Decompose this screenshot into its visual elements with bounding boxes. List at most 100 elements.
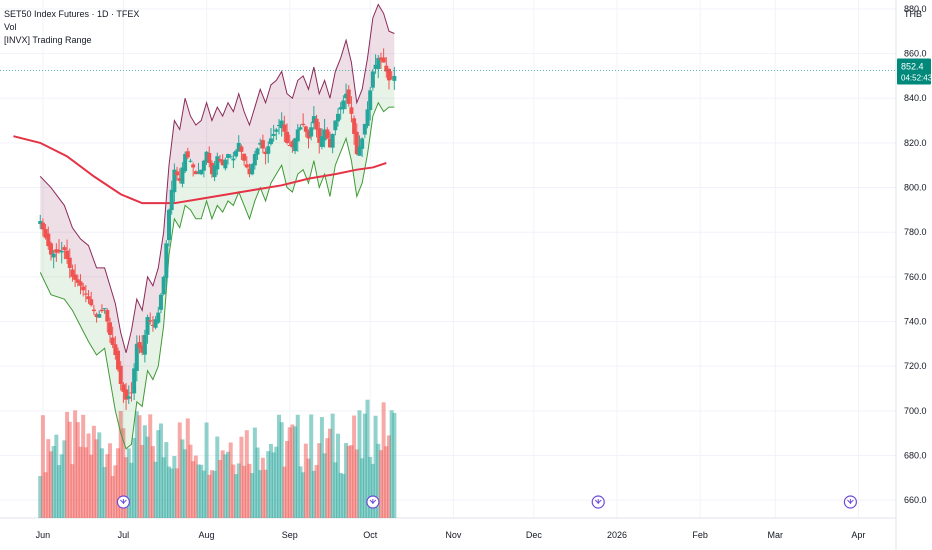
volume-bar xyxy=(188,444,193,518)
volume-bar xyxy=(142,425,147,518)
trading-range-indicator-label[interactable]: [INVX] Trading Range xyxy=(4,35,92,45)
candle-body xyxy=(384,65,389,72)
volume-bar xyxy=(167,466,172,518)
volume-bar xyxy=(325,438,330,518)
event-arrow-icon[interactable] xyxy=(843,495,857,509)
candle-body xyxy=(207,153,212,163)
candle-body xyxy=(83,293,88,295)
volume-bar xyxy=(124,457,129,518)
candle-body xyxy=(191,164,196,168)
volume-bar xyxy=(309,414,314,518)
candle-body xyxy=(57,249,62,252)
candle-body xyxy=(177,178,182,181)
volume-bar xyxy=(268,444,273,518)
volume-bar xyxy=(118,410,123,518)
candle-body xyxy=(105,310,110,322)
volume-bar xyxy=(276,414,281,518)
event-arrow-icon[interactable] xyxy=(366,495,380,509)
candle-body xyxy=(145,317,150,335)
candle-body xyxy=(140,345,145,353)
candle-body xyxy=(142,334,147,355)
candle-body xyxy=(137,342,142,349)
y-tick-label: 660.0 xyxy=(904,495,927,505)
candle-body xyxy=(306,131,311,139)
event-arrow-icon[interactable] xyxy=(116,495,131,509)
candle-body xyxy=(121,384,126,392)
volume-bar xyxy=(373,415,378,518)
x-tick-label: Feb xyxy=(692,530,708,540)
volume-bar xyxy=(357,410,362,518)
volume-bar xyxy=(298,466,303,518)
symbol-title[interactable]: SET50 Index Futures · 1D · TFEX xyxy=(4,9,140,19)
event-arrow-icon[interactable] xyxy=(591,495,605,509)
y-tick-label: 740.0 xyxy=(904,317,927,327)
volume-bar xyxy=(244,430,249,518)
volume-bar xyxy=(368,456,373,518)
volume-bar xyxy=(341,473,346,518)
volume-bar xyxy=(226,451,231,518)
candle-body xyxy=(188,160,193,162)
candle-body xyxy=(43,229,48,238)
volume-bar xyxy=(231,464,236,518)
volume-bar xyxy=(234,474,239,518)
candle-body xyxy=(110,337,115,345)
candle-body xyxy=(132,368,137,394)
candle-body xyxy=(298,127,303,130)
candle-body xyxy=(301,123,306,126)
candle-body xyxy=(314,118,319,130)
volume-bar xyxy=(180,439,185,518)
candle-body xyxy=(274,129,279,132)
volume-bar xyxy=(306,458,311,518)
candle-body xyxy=(97,314,102,318)
candle-body xyxy=(271,133,276,136)
y-tick-label: 840.0 xyxy=(904,93,927,103)
volume-bar xyxy=(177,422,182,518)
y-tick-label: 680.0 xyxy=(904,450,927,460)
volume-bar xyxy=(327,428,332,518)
y-tick-label: 860.0 xyxy=(904,49,927,59)
volume-bar xyxy=(330,413,335,518)
x-tick-label: Aug xyxy=(199,530,215,540)
volume-bar xyxy=(220,450,225,518)
volume-bar xyxy=(381,402,386,518)
volume-bar xyxy=(48,451,53,518)
volume-bar xyxy=(279,422,284,518)
volume-bar xyxy=(365,399,370,518)
candle-body xyxy=(113,344,118,356)
y-tick-label: 720.0 xyxy=(904,361,927,371)
volume-bar xyxy=(199,464,204,518)
volume-bar xyxy=(89,454,94,518)
volume-bar xyxy=(172,456,177,518)
volume-bar xyxy=(236,463,241,518)
volume-bar xyxy=(370,463,375,518)
last-price-value: 852.4 xyxy=(901,62,924,72)
candle-body xyxy=(75,279,80,283)
candle-body xyxy=(196,171,201,174)
volume-bar xyxy=(223,454,228,518)
volume-bar xyxy=(362,413,367,518)
candle-body xyxy=(317,128,322,143)
volume-bar xyxy=(38,476,43,518)
candle-body xyxy=(185,151,190,158)
volume-bar xyxy=(121,428,126,518)
volume-bar xyxy=(140,444,145,518)
volume-bar xyxy=(43,472,48,518)
candle-body xyxy=(204,151,209,163)
upper-band-fill xyxy=(40,4,395,400)
volume-bar xyxy=(209,470,214,518)
volume-bar xyxy=(91,425,96,518)
volume-bar xyxy=(191,461,196,518)
volume-bar xyxy=(344,443,349,518)
candle-body xyxy=(362,123,367,135)
candle-body xyxy=(94,314,99,318)
volume-bar xyxy=(207,474,212,518)
candle-body xyxy=(376,58,381,70)
volume-bar xyxy=(258,470,263,518)
volume-bar xyxy=(301,472,306,518)
y-tick-label: 800.0 xyxy=(904,183,927,193)
upper-band-line xyxy=(39,3,395,353)
volume-bar xyxy=(158,423,163,518)
volume-indicator-label[interactable]: Vol xyxy=(4,22,17,32)
